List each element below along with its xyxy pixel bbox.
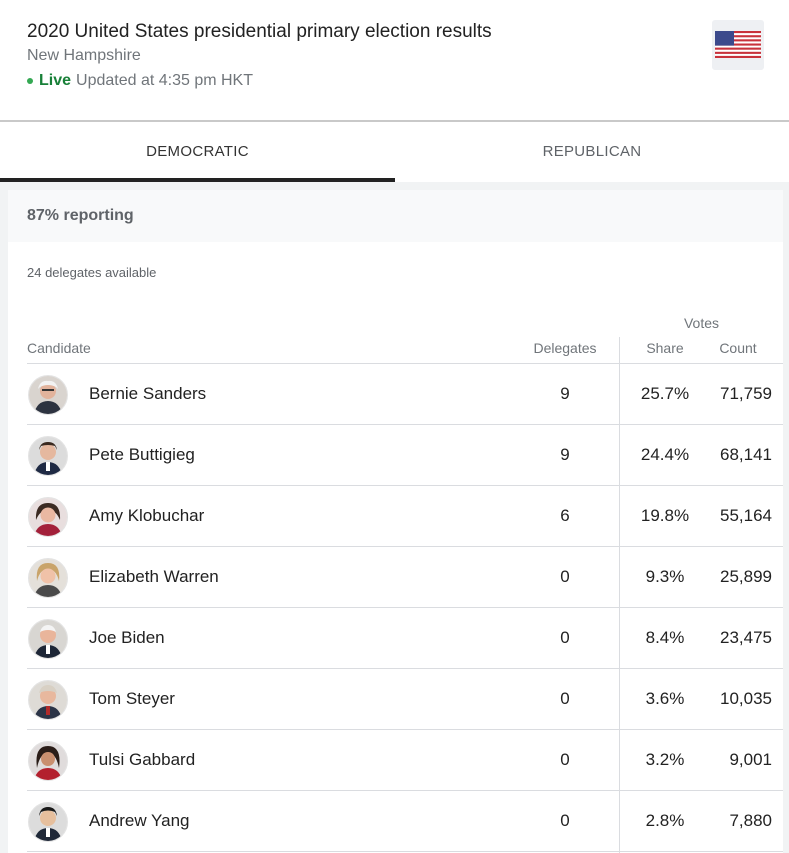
row-divider <box>27 668 783 669</box>
tom-steyer-avatar-icon <box>28 680 68 720</box>
bernie-sanders-avatar-icon <box>28 375 68 415</box>
tulsi-gabbard-avatar-icon <box>28 741 68 781</box>
column-delegates: Delegates <box>533 340 597 356</box>
row-divider <box>27 424 783 425</box>
table-row[interactable]: Joe Biden 0 8.4% 23,475 <box>0 608 789 669</box>
column-share: Share <box>646 340 684 356</box>
row-divider <box>27 729 783 730</box>
table-row[interactable]: Pete Buttigieg 9 24.4% 68,141 <box>0 425 789 486</box>
delegates-available: 24 delegates available <box>27 265 157 280</box>
delegates-value: 9 <box>560 445 570 464</box>
table-row[interactable]: Tulsi Gabbard 0 3.2% 9,001 <box>0 730 789 791</box>
candidate-name: Tulsi Gabbard <box>89 750 196 769</box>
us-flag-icon <box>712 20 764 70</box>
results-header: 2020 United States presidential primary … <box>0 0 789 121</box>
table-row[interactable]: Tom Steyer 0 3.6% 10,035 <box>0 669 789 730</box>
vote-count: 25,899 <box>720 567 772 586</box>
candidate-name: Tom Steyer <box>89 689 175 708</box>
pete-buttigieg-avatar-icon <box>28 436 68 476</box>
vote-count: 9,001 <box>729 750 772 769</box>
column-count: Count <box>719 340 757 356</box>
live-status: Live Updated at 4:35 pm HKT <box>27 72 253 90</box>
delegates-value: 0 <box>560 750 570 769</box>
tab-republican[interactable]: REPUBLICAN <box>542 143 642 160</box>
joe-biden-avatar-icon <box>28 619 68 659</box>
delegates-value: 0 <box>560 628 570 647</box>
row-divider <box>27 607 783 608</box>
delegates-value: 0 <box>560 811 570 830</box>
vote-count: 10,035 <box>720 689 772 708</box>
row-divider <box>27 485 783 486</box>
updated-time: Updated at 4:35 pm HKT <box>76 72 253 89</box>
amy-klobuchar-avatar-icon <box>28 497 68 537</box>
row-divider <box>27 363 783 364</box>
andrew-yang-avatar-icon <box>28 802 68 842</box>
page-title: 2020 United States presidential primary … <box>27 21 492 42</box>
row-divider <box>27 546 783 547</box>
delegates-value: 9 <box>560 384 570 403</box>
vote-share: 24.4% <box>640 445 690 464</box>
party-tabs: DEMOCRATIC REPUBLICAN <box>0 122 789 182</box>
candidate-name: Amy Klobuchar <box>89 506 205 525</box>
table-row[interactable]: Bernie Sanders 9 25.7% 71,759 <box>0 364 789 425</box>
vote-share: 3.2% <box>645 750 685 769</box>
vote-share: 9.3% <box>645 567 685 586</box>
vote-count: 55,164 <box>720 506 772 525</box>
live-dot-icon <box>27 78 33 84</box>
results-panel <box>8 190 783 853</box>
candidate-name: Bernie Sanders <box>89 384 207 403</box>
state-name: New Hampshire <box>27 47 141 64</box>
live-label: Live <box>39 72 72 89</box>
vote-count: 23,475 <box>720 628 772 647</box>
delegates-value: 6 <box>560 506 570 525</box>
elizabeth-warren-avatar-icon <box>28 558 68 598</box>
table-row[interactable]: Amy Klobuchar 6 19.8% 55,164 <box>0 486 789 547</box>
vote-count: 68,141 <box>720 445 772 464</box>
candidate-name: Joe Biden <box>89 628 165 647</box>
row-divider <box>27 851 783 852</box>
votes-column-divider <box>619 337 620 853</box>
vote-count: 71,759 <box>720 384 772 403</box>
row-divider <box>27 790 783 791</box>
vote-share: 2.8% <box>645 811 685 830</box>
candidate-name: Pete Buttigieg <box>89 445 195 464</box>
active-tab-indicator <box>0 178 395 182</box>
vote-share: 19.8% <box>640 506 690 525</box>
reporting-bar <box>8 190 783 242</box>
header-divider <box>0 120 789 122</box>
table-row[interactable]: Elizabeth Warren 0 9.3% 25,899 <box>0 547 789 608</box>
delegates-value: 0 <box>560 567 570 586</box>
delegates-value: 0 <box>560 689 570 708</box>
vote-count: 7,880 <box>729 811 772 830</box>
candidate-name: Elizabeth Warren <box>89 567 219 586</box>
reporting-percent: 87% reporting <box>27 207 134 224</box>
vote-share: 3.6% <box>645 689 685 708</box>
tab-democratic[interactable]: DEMOCRATIC <box>146 143 249 160</box>
votes-group-header: Votes <box>683 315 720 331</box>
vote-share: 8.4% <box>645 628 685 647</box>
vote-share: 25.7% <box>640 384 690 403</box>
table-row[interactable]: Andrew Yang 0 2.8% 7,880 <box>0 791 789 852</box>
candidate-name: Andrew Yang <box>89 811 190 830</box>
column-candidate: Candidate <box>27 340 91 356</box>
